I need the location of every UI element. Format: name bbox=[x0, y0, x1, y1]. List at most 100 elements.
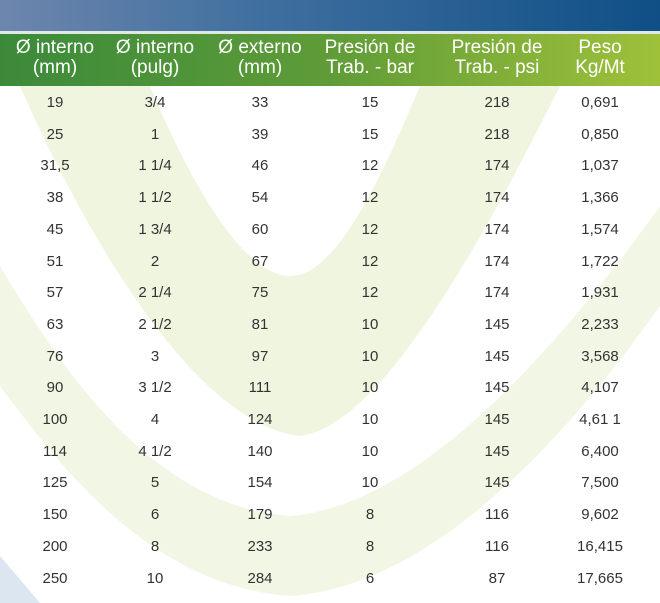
cell-pressure-bar: 10 bbox=[361, 411, 379, 428]
cell-pressure-bar: 15 bbox=[361, 125, 379, 143]
cell-outer-diameter-mm: 233 bbox=[247, 537, 273, 555]
table-row: 31,5 1 1/4 46 12 174 1,037 bbox=[0, 151, 660, 183]
table-row: 125 5 154 10 145 7,500 bbox=[0, 468, 660, 500]
cell-outer-diameter-mm: 111 bbox=[248, 379, 272, 397]
header-line: Peso bbox=[578, 37, 622, 58]
cell-outer-diameter-mm: 81 bbox=[251, 315, 269, 333]
table-row: 90 3 1/2 111 10 145 4,107 bbox=[0, 373, 660, 405]
cell-pressure-psi: 116 bbox=[485, 537, 509, 555]
cell-inner-diameter-mm: 51 bbox=[46, 252, 64, 270]
cell-weight-kg-m: 6,400 bbox=[581, 442, 619, 460]
table-row: 57 2 1/4 75 12 174 1,931 bbox=[0, 278, 660, 310]
table-row: 25 1 39 15 218 0,850 bbox=[0, 120, 660, 152]
cell-outer-diameter-mm: 97 bbox=[251, 347, 269, 365]
cell-outer-diameter-mm: 284 bbox=[247, 569, 273, 587]
header-line: Presión de bbox=[324, 37, 416, 58]
cell-inner-diameter-in: 2 bbox=[150, 252, 160, 270]
cell-inner-diameter-in: 1 1/2 bbox=[138, 189, 172, 207]
header-line: Presión de bbox=[451, 37, 543, 58]
cell-weight-kg-m: 1,037 bbox=[581, 157, 619, 175]
cell-weight-kg-m: 7,500 bbox=[581, 474, 619, 492]
cell-pressure-psi: 87 bbox=[488, 569, 506, 587]
cell-weight-kg-m: 9,602 bbox=[581, 506, 619, 524]
cell-inner-diameter-mm: 125 bbox=[42, 474, 68, 492]
cell-inner-diameter-in: 4 bbox=[150, 411, 160, 428]
cell-outer-diameter-mm: 154 bbox=[247, 474, 273, 492]
cell-pressure-psi: 145 bbox=[484, 474, 510, 492]
table-row: 76 3 97 10 145 3,568 bbox=[0, 342, 660, 374]
table-header: Ø interno (mm) Ø interno (pulg) Ø externo (mm… bbox=[0, 34, 660, 86]
cell-inner-diameter-in: 10 bbox=[146, 569, 164, 587]
cell-pressure-bar: 15 bbox=[361, 94, 379, 111]
divider bbox=[0, 31, 660, 34]
table-row: 114 4 1/2 140 10 145 6,400 bbox=[0, 437, 660, 469]
cell-outer-diameter-mm: 39 bbox=[251, 125, 269, 143]
table-row: 100 4 124 10 145 4,61 1 bbox=[0, 405, 660, 437]
cell-inner-diameter-mm: 31,5 bbox=[40, 157, 70, 175]
cell-pressure-bar: 12 bbox=[361, 189, 379, 207]
cell-pressure-bar: 10 bbox=[361, 347, 379, 365]
cell-pressure-bar: 8 bbox=[365, 537, 375, 555]
cell-inner-diameter-mm: 76 bbox=[46, 347, 64, 365]
cell-outer-diameter-mm: 46 bbox=[251, 157, 269, 175]
cell-pressure-bar: 10 bbox=[361, 315, 379, 333]
cell-pressure-psi: 116 bbox=[485, 506, 509, 524]
cell-pressure-bar: 6 bbox=[365, 569, 375, 587]
header-line: Ø interno bbox=[15, 37, 95, 58]
cell-inner-diameter-mm: 114 bbox=[43, 442, 67, 460]
cell-pressure-psi: 174 bbox=[484, 189, 510, 207]
cell-inner-diameter-in: 3 1/2 bbox=[138, 379, 172, 397]
cell-inner-diameter-mm: 19 bbox=[46, 94, 64, 111]
cell-weight-kg-m: 0,691 bbox=[581, 94, 619, 111]
header-line: Ø externo bbox=[218, 37, 302, 58]
header-inner-diameter-in: Ø interno (pulg) bbox=[116, 38, 194, 78]
table-row: 19 3/4 33 15 218 0,691 bbox=[0, 88, 660, 120]
table-row: 250 10 284 6 87 17,665 bbox=[0, 564, 660, 596]
cell-inner-diameter-mm: 63 bbox=[46, 315, 64, 333]
cell-inner-diameter-mm: 250 bbox=[42, 569, 68, 587]
header-line: Trab. - psi bbox=[454, 57, 540, 78]
cell-outer-diameter-mm: 124 bbox=[247, 411, 273, 428]
cell-inner-diameter-mm: 38 bbox=[46, 189, 64, 207]
cell-weight-kg-m: 1,574 bbox=[581, 220, 619, 238]
cell-pressure-bar: 12 bbox=[361, 252, 379, 270]
cell-inner-diameter-in: 2 1/4 bbox=[138, 284, 172, 302]
cell-inner-diameter-in: 1 bbox=[150, 125, 160, 143]
cell-inner-diameter-mm: 25 bbox=[46, 125, 64, 143]
header-weight-kg-m: Peso Kg/Mt bbox=[575, 38, 625, 78]
cell-weight-kg-m: 2,233 bbox=[581, 315, 619, 333]
cell-weight-kg-m: 0,850 bbox=[581, 125, 619, 143]
cell-weight-kg-m: 1,366 bbox=[581, 189, 619, 207]
table-row: 200 8 233 8 116 16,415 bbox=[0, 532, 660, 564]
cell-pressure-bar: 12 bbox=[361, 220, 379, 238]
cell-inner-diameter-in: 3 bbox=[150, 347, 160, 365]
table-row: 38 1 1/2 54 12 174 1,366 bbox=[0, 183, 660, 215]
table-row: 51 2 67 12 174 1,722 bbox=[0, 247, 660, 279]
cell-outer-diameter-mm: 54 bbox=[251, 189, 269, 207]
header-line: (mm) bbox=[237, 57, 283, 78]
cell-inner-diameter-in: 1 1/4 bbox=[138, 157, 172, 175]
cell-pressure-psi: 174 bbox=[484, 157, 510, 175]
cell-weight-kg-m: 4,61 1 bbox=[579, 411, 621, 428]
cell-weight-kg-m: 4,107 bbox=[581, 379, 619, 397]
cell-pressure-bar: 10 bbox=[361, 474, 379, 492]
cell-pressure-bar: 8 bbox=[365, 506, 375, 524]
header-pressure-psi: Presión de Trab. - psi bbox=[452, 38, 543, 78]
table-row: 150 6 179 8 116 9,602 bbox=[0, 500, 660, 532]
cell-outer-diameter-mm: 75 bbox=[251, 284, 269, 302]
cell-outer-diameter-mm: 33 bbox=[251, 94, 269, 111]
cell-pressure-psi: 174 bbox=[484, 284, 510, 302]
background-swoosh bbox=[0, 86, 660, 603]
cell-inner-diameter-mm: 150 bbox=[42, 506, 68, 524]
cell-pressure-bar: 10 bbox=[361, 379, 379, 397]
cell-weight-kg-m: 16,415 bbox=[577, 537, 623, 555]
cell-inner-diameter-in: 8 bbox=[150, 537, 160, 555]
cell-inner-diameter-in: 4 1/2 bbox=[138, 442, 172, 460]
cell-pressure-psi: 174 bbox=[484, 220, 510, 238]
header-line: (pulg) bbox=[130, 57, 180, 78]
top-banner bbox=[0, 0, 660, 31]
cell-outer-diameter-mm: 60 bbox=[251, 220, 269, 238]
cell-pressure-psi: 145 bbox=[484, 411, 510, 428]
cell-inner-diameter-in: 2 1/2 bbox=[138, 315, 172, 333]
cell-pressure-psi: 218 bbox=[484, 94, 510, 111]
